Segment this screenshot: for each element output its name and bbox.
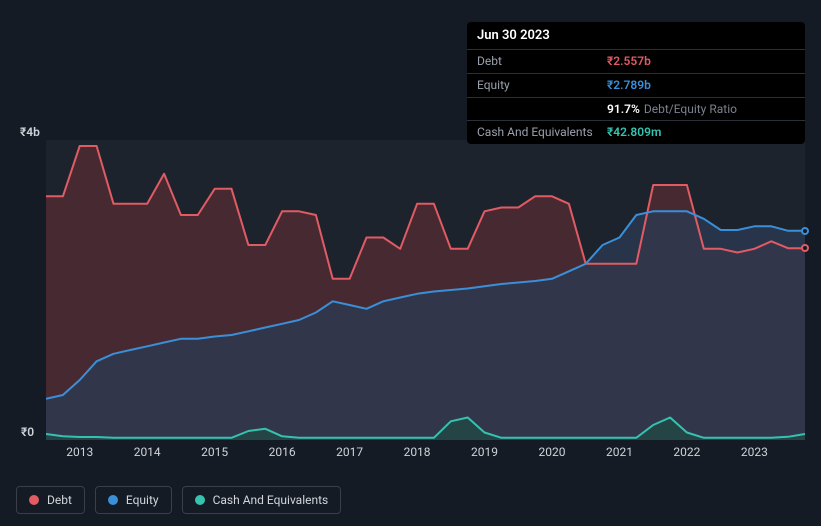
tooltip-date: Jun 30 2023 — [467, 22, 805, 50]
legend-label: Equity — [126, 493, 159, 507]
plot-region[interactable] — [46, 140, 805, 440]
tooltip-label: Cash And Equivalents — [477, 124, 607, 141]
legend-dot-icon — [29, 495, 39, 505]
tooltip-label: Debt — [477, 53, 607, 70]
x-tick: 2015 — [201, 445, 228, 459]
legend: Debt Equity Cash And Equivalents — [16, 486, 341, 514]
tooltip-row: Cash And Equivalents₹42.809m — [467, 121, 805, 144]
debt-end-marker — [801, 244, 809, 252]
x-tick: 2023 — [741, 445, 768, 459]
x-tick: 2018 — [404, 445, 431, 459]
tooltip-value: ₹2.789b — [607, 77, 651, 94]
tooltip-value: 91.7%Debt/Equity Ratio — [607, 101, 737, 118]
y-axis-max-label: ₹4b — [20, 125, 40, 139]
x-tick: 2019 — [471, 445, 498, 459]
x-axis-ticks: 2013 2014 2015 2016 2017 2018 2019 2020 2021 2022… — [46, 445, 805, 465]
legend-item-cash-and-equivalents[interactable]: Cash And Equivalents — [182, 486, 342, 514]
legend-dot-icon — [108, 495, 118, 505]
tooltip-panel: Jun 30 2023 Debt₹2.557bEquity₹2.789b91.7… — [467, 22, 805, 144]
legend-dot-icon — [195, 495, 205, 505]
tooltip-value: ₹42.809m — [607, 124, 661, 141]
x-tick: 2022 — [673, 445, 700, 459]
tooltip-value: ₹2.557b — [607, 53, 651, 70]
equity-end-marker — [801, 227, 809, 235]
x-tick: 2017 — [336, 445, 363, 459]
x-tick: 2020 — [539, 445, 566, 459]
legend-label: Debt — [47, 493, 72, 507]
legend-label: Cash And Equivalents — [213, 493, 329, 507]
x-tick: 2016 — [269, 445, 296, 459]
tooltip-row: 91.7%Debt/Equity Ratio — [467, 98, 805, 122]
tooltip-row: Equity₹2.789b — [467, 74, 805, 98]
chart-area: ₹4b ₹0 201320142015201620172018201920202… — [16, 125, 805, 470]
tooltip-suffix: Debt/Equity Ratio — [644, 102, 737, 116]
tooltip-label — [477, 101, 607, 118]
tooltip-row: Debt₹2.557b — [467, 50, 805, 74]
legend-item-equity[interactable]: Equity — [95, 486, 172, 514]
x-tick: 2014 — [134, 445, 161, 459]
x-tick: 2021 — [606, 445, 633, 459]
tooltip-label: Equity — [477, 77, 607, 94]
legend-item-debt[interactable]: Debt — [16, 486, 85, 514]
x-tick: 2013 — [66, 445, 93, 459]
y-axis-min-label: ₹0 — [21, 425, 34, 439]
